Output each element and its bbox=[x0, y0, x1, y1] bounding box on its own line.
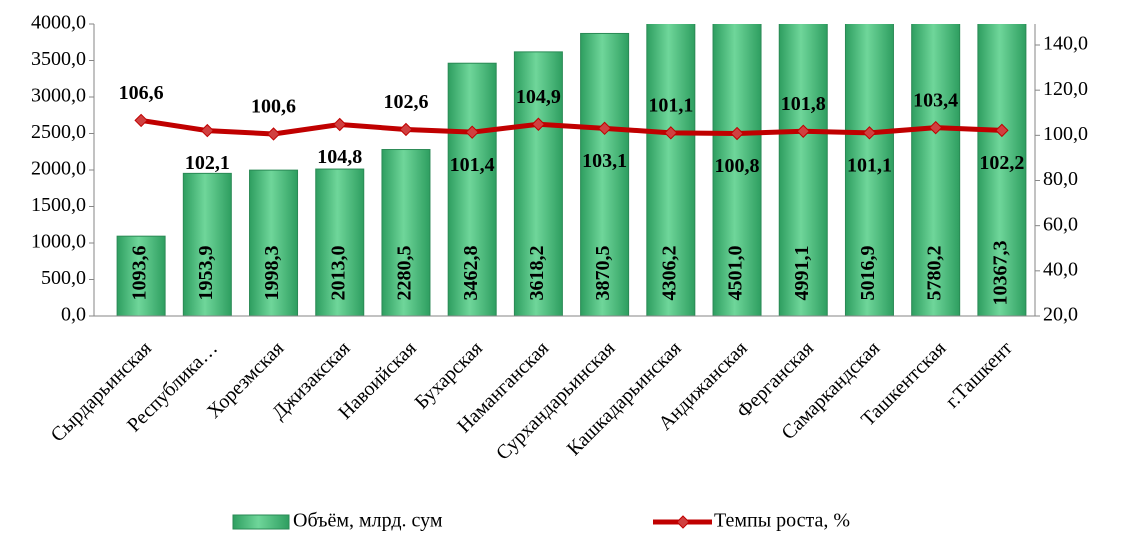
line-marker bbox=[333, 117, 347, 132]
y-tick-label: 1000,0 bbox=[31, 231, 86, 253]
bar-value-label: 4991,1 bbox=[791, 246, 813, 301]
y2-tick-label: 120,0 bbox=[1043, 78, 1088, 100]
y-tick-label: 4000,0 bbox=[31, 12, 86, 34]
line-marker bbox=[664, 126, 678, 140]
line-value-label: 104,8 bbox=[317, 146, 362, 168]
line-value-label: 103,1 bbox=[582, 150, 627, 172]
bar-value-label: 5780,2 bbox=[923, 246, 945, 301]
x-tick-label: Сурхандарьинская bbox=[492, 337, 619, 464]
bar bbox=[381, 149, 431, 317]
line-value-label: 102,1 bbox=[185, 152, 230, 174]
bar-value-label: 4501,0 bbox=[725, 246, 747, 301]
line-marker bbox=[531, 117, 546, 131]
bar bbox=[977, 24, 1027, 317]
bar bbox=[315, 168, 365, 317]
bar bbox=[580, 32, 630, 317]
y2-tick-label: 140,0 bbox=[1043, 33, 1088, 55]
bar bbox=[447, 62, 497, 317]
y-tick-label: 3000,0 bbox=[31, 85, 86, 107]
y-tick-label: 2000,0 bbox=[31, 158, 86, 180]
bar-value-label: 5016,9 bbox=[857, 246, 879, 301]
bar-value-label: 3870,5 bbox=[592, 246, 614, 301]
line-marker bbox=[928, 120, 943, 135]
bar bbox=[911, 24, 961, 317]
line-marker bbox=[465, 125, 479, 139]
y-tick-label: 1500,0 bbox=[31, 194, 86, 216]
line-value-label: 102,2 bbox=[979, 152, 1024, 174]
line-value-label: 101,8 bbox=[781, 93, 826, 115]
y2-tick-label: 80,0 bbox=[1043, 168, 1078, 190]
bar-value-label: 3618,2 bbox=[526, 246, 548, 301]
bar-value-label: 2013,0 bbox=[327, 246, 349, 301]
line-marker bbox=[399, 122, 413, 137]
bar bbox=[646, 24, 696, 317]
legend-marker bbox=[676, 515, 690, 529]
line-marker bbox=[134, 113, 148, 128]
y-tick-label: 500,0 bbox=[41, 267, 86, 289]
bar bbox=[249, 169, 299, 317]
line-value-label: 101,1 bbox=[648, 94, 693, 116]
line-value-label: 100,8 bbox=[715, 155, 760, 177]
line-marker bbox=[995, 123, 1009, 138]
line-value-label: 101,1 bbox=[847, 154, 892, 176]
legend-label: Темпы роста, % bbox=[714, 510, 850, 532]
bar-value-label: 1953,9 bbox=[195, 246, 217, 301]
line-marker bbox=[730, 126, 744, 141]
bar-value-label: 4306,2 bbox=[658, 246, 680, 301]
bar bbox=[182, 172, 232, 317]
bar-value-label: 1093,6 bbox=[129, 246, 151, 301]
bar bbox=[712, 24, 762, 317]
y-tick-label: 3500,0 bbox=[31, 48, 86, 70]
legend-swatch bbox=[232, 514, 290, 530]
bars bbox=[116, 24, 1027, 317]
legend-label: Объём, млрд. сум bbox=[293, 510, 443, 532]
line-value-label: 100,6 bbox=[251, 96, 296, 118]
y2-tick-label: 100,0 bbox=[1043, 123, 1088, 145]
y2-tick-label: 40,0 bbox=[1043, 258, 1078, 280]
line-value-label: 101,4 bbox=[450, 154, 495, 176]
line bbox=[140, 117, 1002, 137]
y-tick-label: 0,0 bbox=[61, 304, 86, 326]
x-tick-label: Кашкадарьинская bbox=[563, 337, 686, 460]
bar bbox=[116, 235, 166, 317]
line-marker bbox=[796, 124, 810, 138]
y2-tick-label: 60,0 bbox=[1043, 213, 1078, 235]
x-tick-label: г.Ташкент bbox=[941, 337, 1016, 412]
line-marker bbox=[597, 121, 612, 136]
bar-value-label: 2280,5 bbox=[394, 246, 416, 301]
line-marker bbox=[862, 126, 877, 140]
line-value-label: 103,4 bbox=[913, 89, 958, 111]
bar-value-label: 10367,3 bbox=[989, 241, 1011, 306]
line-marker bbox=[200, 123, 215, 138]
bar-value-label: 3462,8 bbox=[460, 246, 482, 301]
y-tick-label: 2500,0 bbox=[31, 121, 86, 143]
line-marker bbox=[266, 127, 281, 141]
line-value-label: 102,6 bbox=[383, 91, 428, 113]
bar-value-label: 1998,3 bbox=[261, 246, 283, 301]
y2-tick-label: 20,0 bbox=[1043, 304, 1078, 326]
line-value-label: 104,9 bbox=[516, 86, 561, 108]
line-value-label: 106,6 bbox=[119, 82, 164, 104]
